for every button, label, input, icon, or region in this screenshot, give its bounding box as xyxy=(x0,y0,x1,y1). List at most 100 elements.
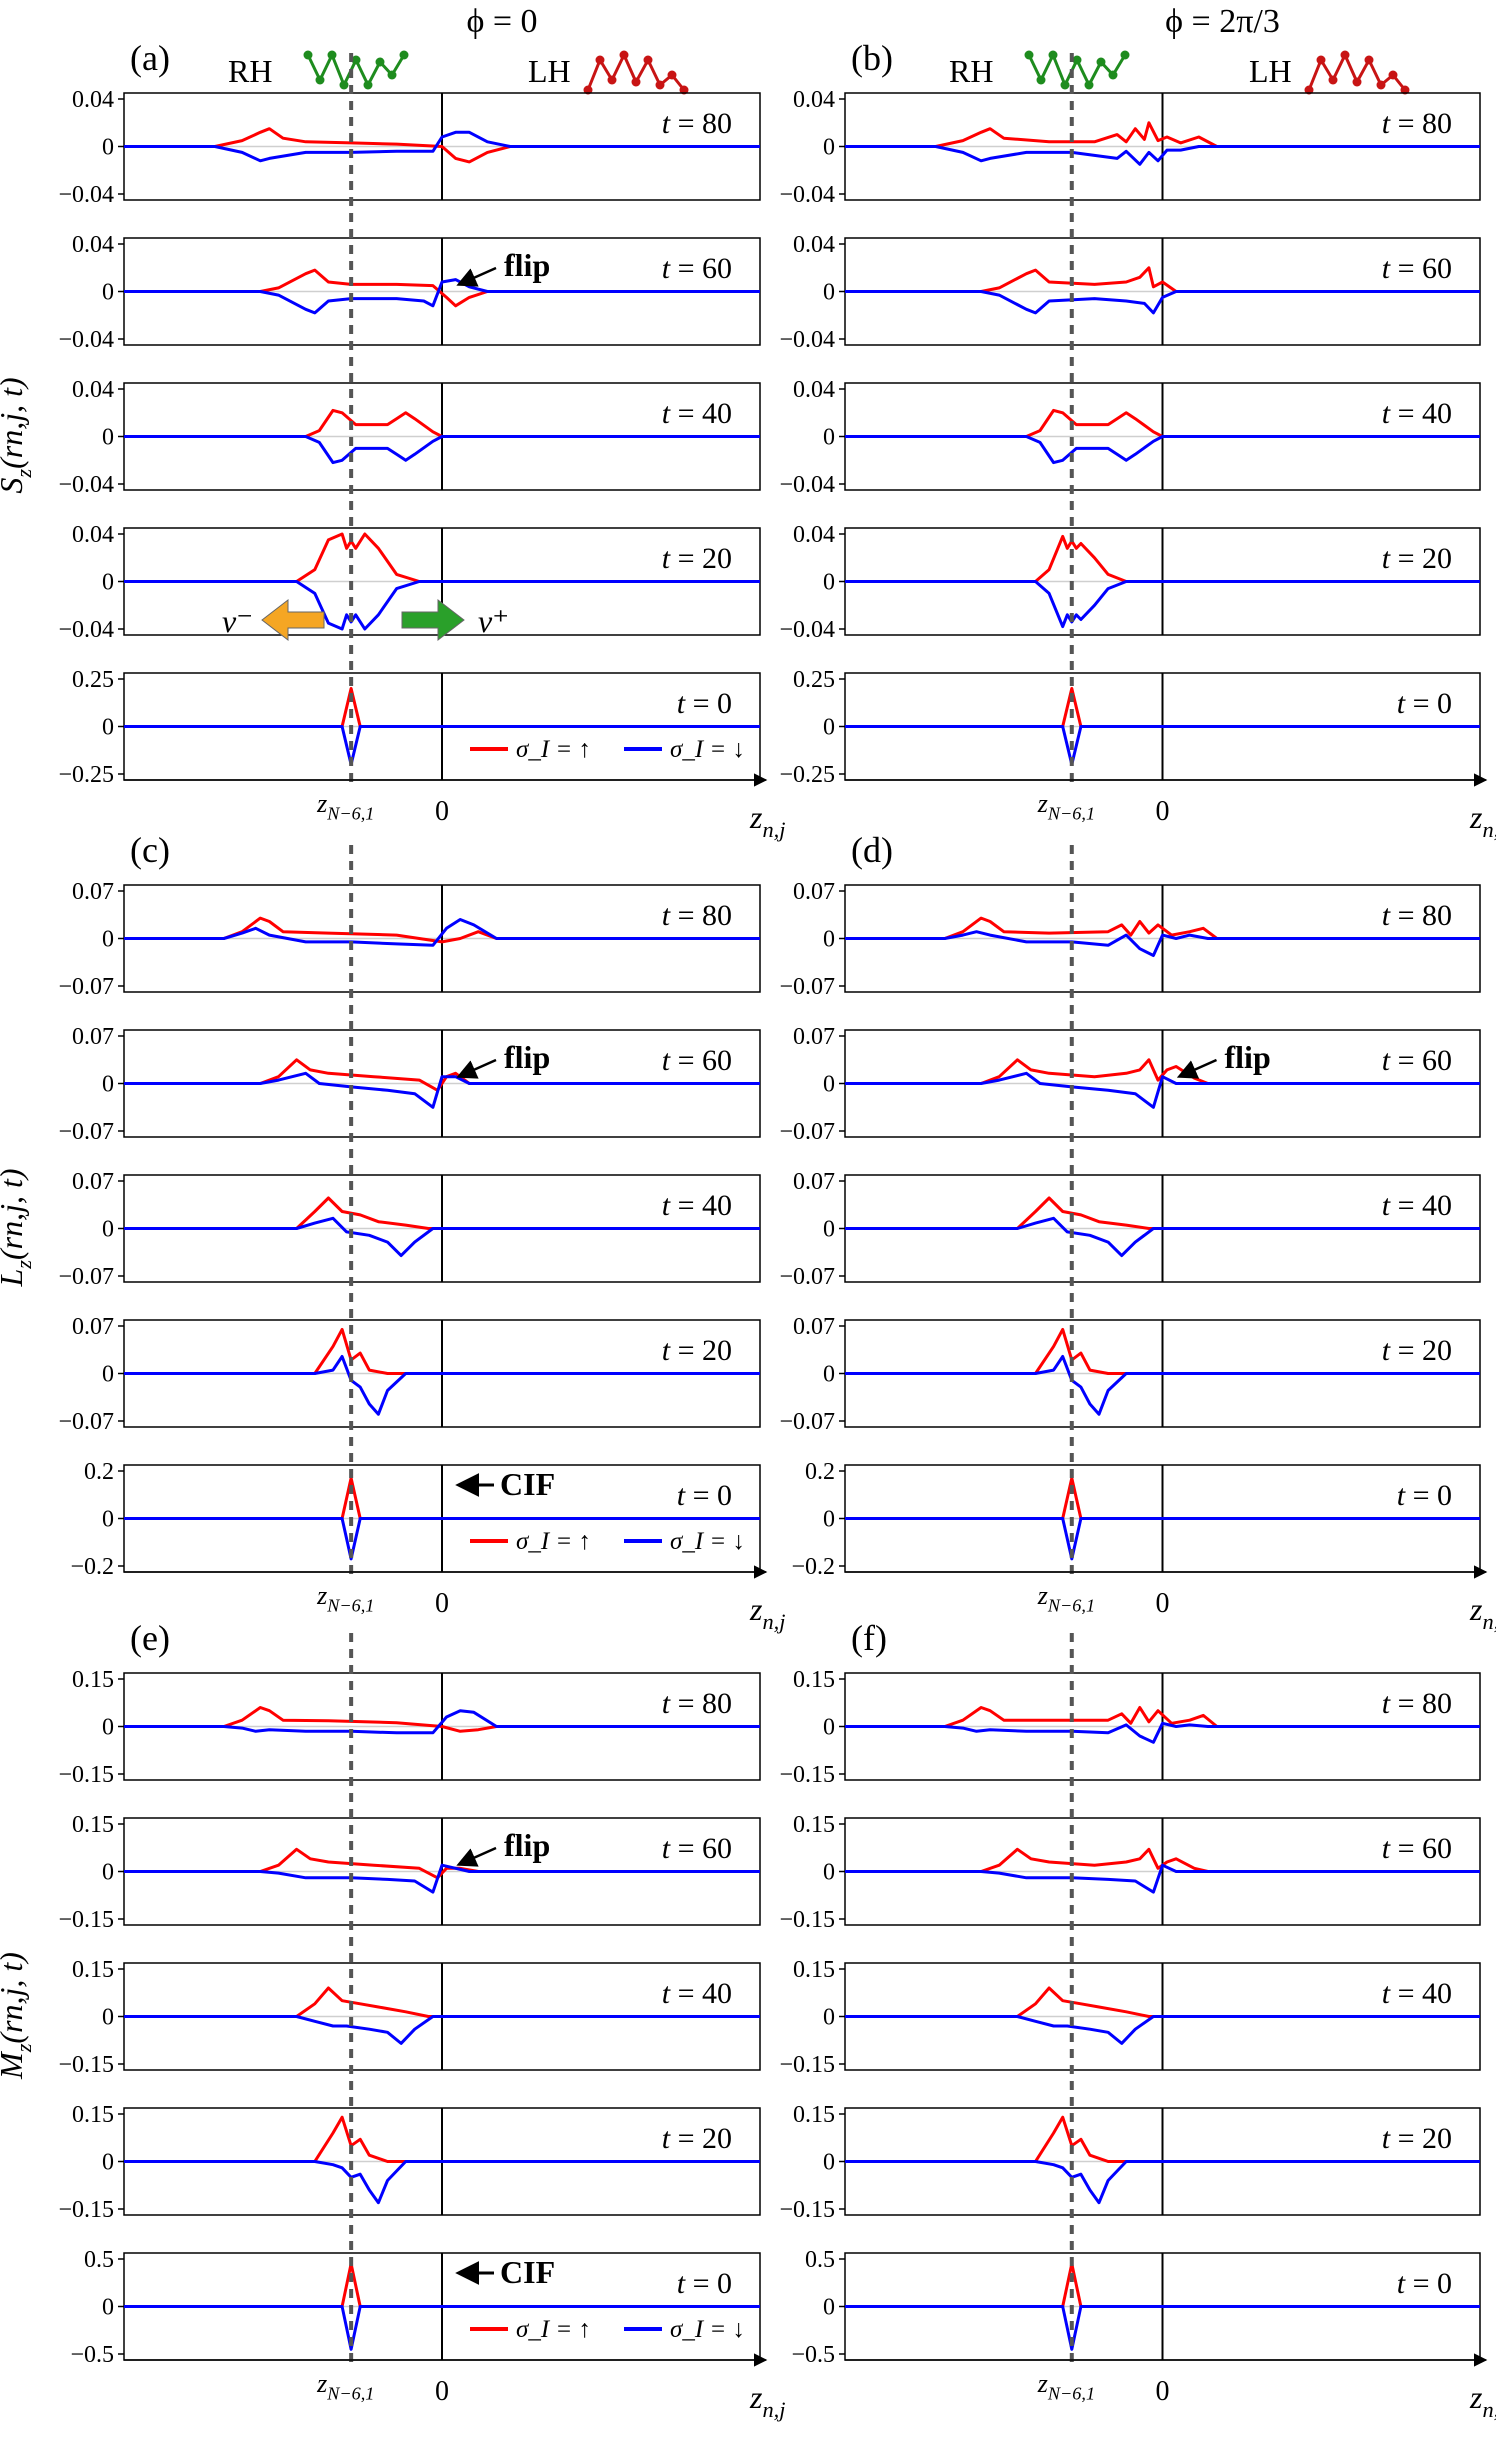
rh-chain-node xyxy=(1120,50,1130,60)
y-tick-label: −0.2 xyxy=(70,1554,114,1580)
y-tick-label: 0.07 xyxy=(72,1169,114,1195)
y-tick-label: −0.04 xyxy=(779,617,835,643)
cif-label: CIF xyxy=(500,1466,555,1502)
y-tick-label: −0.15 xyxy=(58,1907,114,1933)
lh-chain-node xyxy=(667,70,677,80)
subplot: 0.04 0 −0.04 t = 40 xyxy=(779,377,1481,498)
time-label: t = 20 xyxy=(662,2122,732,2155)
rh-chain-node xyxy=(1108,70,1118,80)
v-plus-arrow-icon xyxy=(401,598,465,642)
series-line-up xyxy=(845,1706,1480,1728)
legend-label-down: σ_I = ↓ xyxy=(670,2316,745,2343)
rh-label-0: RH xyxy=(228,53,272,89)
panel-e: (e)0.150−0.15t = 800.150−0.15t = 600.150… xyxy=(58,1618,785,2422)
row-ylabel-text-0: Sz(rn,j, t) xyxy=(0,377,36,493)
series-line-down xyxy=(124,130,760,163)
y-tick-label: 0 xyxy=(102,1217,114,1243)
row-ylabel-text-1: Lz(rn,j, t) xyxy=(0,1168,36,1287)
series-line-down xyxy=(845,1216,1480,1258)
y-tick-label: −0.04 xyxy=(779,327,835,353)
series-line-up xyxy=(845,121,1480,148)
column-title-1: ϕ = 2π/3 xyxy=(1165,3,1280,40)
row-ylabel-0: Sz(rn,j, t) xyxy=(0,377,36,493)
x-marker-label: zN−6,1 xyxy=(316,789,374,823)
y-tick-label: 0.2 xyxy=(805,1459,835,1485)
rh-chain-node xyxy=(327,50,337,60)
subplot: 0.25 0 −0.25 t = 0 xyxy=(779,667,1481,788)
subplot: 0.04 0 −0.04 t = 60 xyxy=(58,232,761,353)
y-tick-label: −0.25 xyxy=(58,762,114,788)
time-label: t = 60 xyxy=(1382,252,1452,285)
y-tick-label: 0.25 xyxy=(72,667,114,693)
y-tick-label: 0.25 xyxy=(793,667,835,693)
x-marker-label: zN−6,1 xyxy=(316,1581,374,1615)
subplot: 0.15 0 −0.15 t = 40 xyxy=(779,1957,1481,2078)
y-tick-label: 0 xyxy=(102,1860,114,1886)
time-label: t = 80 xyxy=(662,107,732,140)
flip-label: flip xyxy=(504,247,550,283)
panel-letter: (a) xyxy=(130,38,170,78)
y-tick-label: 0 xyxy=(823,425,835,451)
x-marker-label: zN−6,1 xyxy=(1037,789,1095,823)
flip-arrow xyxy=(456,1058,497,1079)
rh-chain-node xyxy=(339,80,349,90)
time-label: t = 0 xyxy=(1397,1479,1452,1512)
y-tick-label: 0 xyxy=(102,1715,114,1741)
y-tick-label: 0 xyxy=(823,1860,835,1886)
row-ylabel-text-2: Mz(rn,j, t) xyxy=(0,1952,36,2080)
time-label: t = 0 xyxy=(677,1479,732,1512)
y-tick-label: −0.07 xyxy=(779,1119,835,1145)
series-line-up xyxy=(845,916,1480,940)
time-label: t = 40 xyxy=(1382,1977,1452,2010)
lh-chain-node xyxy=(1340,50,1350,60)
rh-chain-node xyxy=(363,80,373,90)
subplot: 0.15 0 −0.15 t = 60 xyxy=(58,1812,761,1933)
y-tick-label: −0.07 xyxy=(779,1409,835,1435)
subplot: 0.07 0 −0.07 t = 80 xyxy=(58,879,761,1000)
y-tick-label: −0.15 xyxy=(58,1762,114,1788)
y-tick-label: 0 xyxy=(823,1217,835,1243)
subplot: 0.5 0 −0.5 t = 0 xyxy=(70,2247,761,2368)
x-axis-label: zn,j xyxy=(1469,2379,1496,2422)
y-tick-label: 0 xyxy=(102,570,114,596)
legend-label-down: σ_I = ↓ xyxy=(670,736,745,763)
y-tick-label: 0 xyxy=(823,135,835,161)
row-ylabel-1: Lz(rn,j, t) xyxy=(0,1168,36,1287)
flip-arrow xyxy=(1176,1058,1218,1079)
y-tick-label: −0.07 xyxy=(58,974,114,1000)
y-tick-label: −0.07 xyxy=(58,1264,114,1290)
series-line-up xyxy=(845,534,1480,583)
panel-f: (f)0.150−0.15t = 800.150−0.15t = 600.150… xyxy=(779,1618,1496,2422)
rh-chain-node xyxy=(375,57,385,67)
y-tick-label: 0.07 xyxy=(793,879,835,905)
rh-label-1: RH xyxy=(949,53,993,89)
y-tick-label: 0.04 xyxy=(72,377,114,403)
rh-chain-node xyxy=(1084,80,1094,90)
legend-label-down: σ_I = ↓ xyxy=(670,1528,745,1555)
x-zero-label: 0 xyxy=(435,2376,449,2407)
y-tick-label: 0.04 xyxy=(793,522,835,548)
series-line-down xyxy=(124,2160,760,2205)
series-line-down xyxy=(124,2305,760,2351)
y-tick-label: −0.04 xyxy=(58,327,114,353)
subplot: 0.04 0 −0.04 t = 20 xyxy=(779,522,1481,643)
flip-arrow xyxy=(456,266,497,287)
y-tick-label: 0 xyxy=(102,1507,114,1533)
y-tick-label: −0.07 xyxy=(779,974,835,1000)
series-line-up xyxy=(845,408,1480,438)
x-axis-label: zn,j xyxy=(1469,799,1496,842)
x-axis-label: zn,j xyxy=(749,799,785,842)
x-zero-label: 0 xyxy=(1156,2376,1170,2407)
series-line-down xyxy=(845,930,1480,957)
subplot: 0.15 0 −0.15 t = 80 xyxy=(779,1667,1481,1788)
time-label: t = 60 xyxy=(662,252,732,285)
time-label: t = 20 xyxy=(1382,542,1452,575)
y-tick-label: −0.15 xyxy=(779,2052,835,2078)
lh-chain-node xyxy=(1316,55,1326,65)
lh-chain-node xyxy=(1328,75,1338,85)
subplot: 0.15 0 −0.15 t = 20 xyxy=(58,2102,761,2223)
y-tick-label: 0.15 xyxy=(72,1957,114,1983)
y-tick-label: 0.07 xyxy=(72,879,114,905)
series-line-down xyxy=(845,290,1480,315)
v-plus-label: v⁺ xyxy=(478,603,509,639)
